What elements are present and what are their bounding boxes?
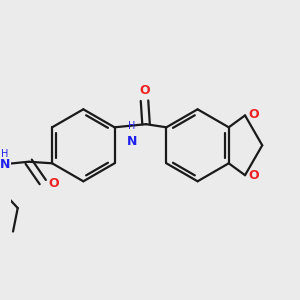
Text: O: O <box>249 169 260 182</box>
Text: H: H <box>128 121 136 131</box>
Text: O: O <box>249 108 260 121</box>
Text: H: H <box>1 148 8 159</box>
Text: N: N <box>0 158 10 171</box>
Text: O: O <box>139 84 150 97</box>
Text: O: O <box>48 177 59 190</box>
Text: N: N <box>127 134 137 148</box>
